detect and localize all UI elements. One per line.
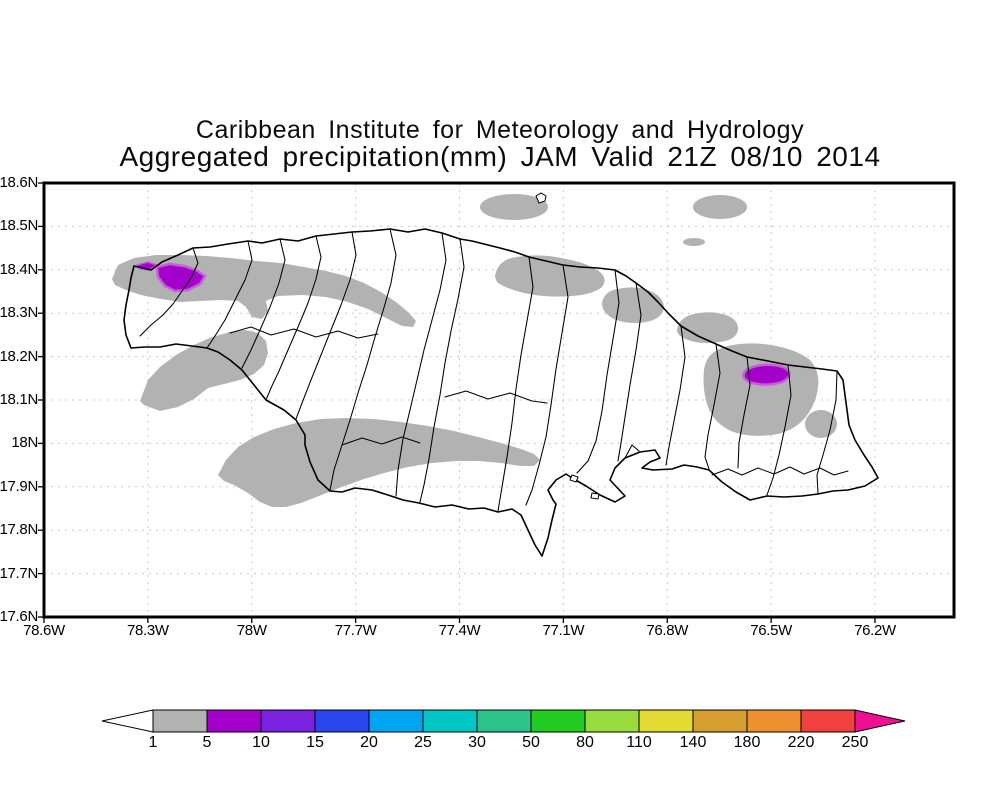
colorbar-tick-label: 110 — [626, 734, 652, 751]
x-tick-label: 77.4W — [438, 622, 481, 639]
precip-areas-light — [112, 194, 837, 507]
colorbar-segment — [530, 709, 586, 733]
y-tick-label: 18.5N — [0, 217, 38, 235]
precip-area-light — [703, 343, 819, 436]
precip-area-light — [140, 330, 268, 411]
map-frame — [42, 181, 956, 619]
precip-area-light — [495, 255, 605, 297]
y-tick-label: 18.4N — [0, 260, 38, 278]
page-title: Caribbean Institute for Meteorology and … — [195, 116, 805, 144]
colorbar-segment — [746, 709, 802, 733]
colorbar-segment — [314, 709, 370, 733]
y-tick-label: 17.9N — [0, 477, 38, 495]
precip-area-light — [677, 312, 739, 344]
y-tick-label: 18.6N — [0, 174, 38, 191]
colorbar-tick-label: 250 — [841, 734, 869, 751]
colorbar-segment — [800, 709, 856, 733]
x-tick-label: 77.1W — [542, 622, 585, 639]
x-tick-label: 76.8W — [646, 622, 689, 639]
colorbar-tick-label: 180 — [733, 734, 761, 751]
colorbar-over-arrow — [854, 709, 906, 733]
colorbar-tick-label: 30 — [468, 734, 486, 751]
colorbar-segment — [368, 709, 424, 733]
offshore-cay — [535, 192, 547, 204]
offshore-cays — [535, 192, 600, 500]
x-tick-label: 76.5W — [750, 622, 793, 639]
colorbar-tick-label: 80 — [576, 734, 594, 751]
y-tick-label: 17.7N — [0, 564, 38, 582]
y-tick-label: 18.1N — [0, 391, 38, 408]
x-tick-label: 76.2W — [854, 622, 896, 639]
colorbar-tick-label: 50 — [522, 734, 540, 751]
y-tick-label: 17.6N — [0, 608, 38, 625]
page-subtitle: Aggregated precipitation(mm) JAM Valid 2… — [119, 141, 881, 172]
x-tick-label: 78.3W — [126, 622, 169, 639]
colorbar-tick-label: 140 — [679, 734, 707, 751]
precip-area-light — [218, 418, 540, 507]
x-tick-label: 77.7W — [334, 622, 377, 639]
colorbar-tick-label: 25 — [414, 734, 432, 751]
colorbar-segment — [206, 709, 262, 733]
colorbar-under-arrow — [101, 709, 154, 733]
y-tick-label: 17.8N — [0, 521, 38, 539]
x-tick-label: 78.6W — [23, 622, 65, 639]
precipitation-map — [38, 181, 956, 623]
colorbar-tick-label: 10 — [252, 734, 270, 751]
watershed-boundaries — [139, 228, 849, 512]
y-tick-label: 18.3N — [0, 304, 38, 322]
colorbar-segment — [260, 709, 316, 733]
colorbar-tick-label: 220 — [787, 734, 815, 751]
colorbar-tick-label: 20 — [360, 734, 378, 751]
x-tick-label: 78W — [236, 622, 267, 639]
precip-area-heavy — [742, 363, 791, 386]
colorbar-segment — [638, 709, 694, 733]
jamaica-coastline — [123, 228, 879, 557]
offshore-cay — [590, 492, 600, 500]
precip-area-light — [683, 238, 705, 246]
precip-area-light — [693, 195, 747, 219]
precip-area-light — [602, 287, 664, 323]
colorbar-segment — [476, 709, 532, 733]
y-tick-label: 18N — [11, 434, 38, 452]
precip-area-light — [805, 410, 837, 438]
colorbar-segment — [692, 709, 748, 733]
colorbar-segment — [422, 709, 478, 733]
precip-area-light — [480, 194, 548, 220]
colorbar-segment — [152, 709, 208, 733]
colorbar-tick-label: 5 — [202, 734, 212, 751]
precipitation-colorbar — [101, 709, 906, 733]
y-tick-label: 18.2N — [0, 347, 38, 365]
colorbar-tick-label: 1 — [148, 734, 158, 751]
colorbar-tick-label: 15 — [306, 734, 324, 751]
colorbar-segment — [584, 709, 640, 733]
offshore-cay — [569, 474, 579, 483]
precip-area-heavy — [155, 262, 207, 293]
